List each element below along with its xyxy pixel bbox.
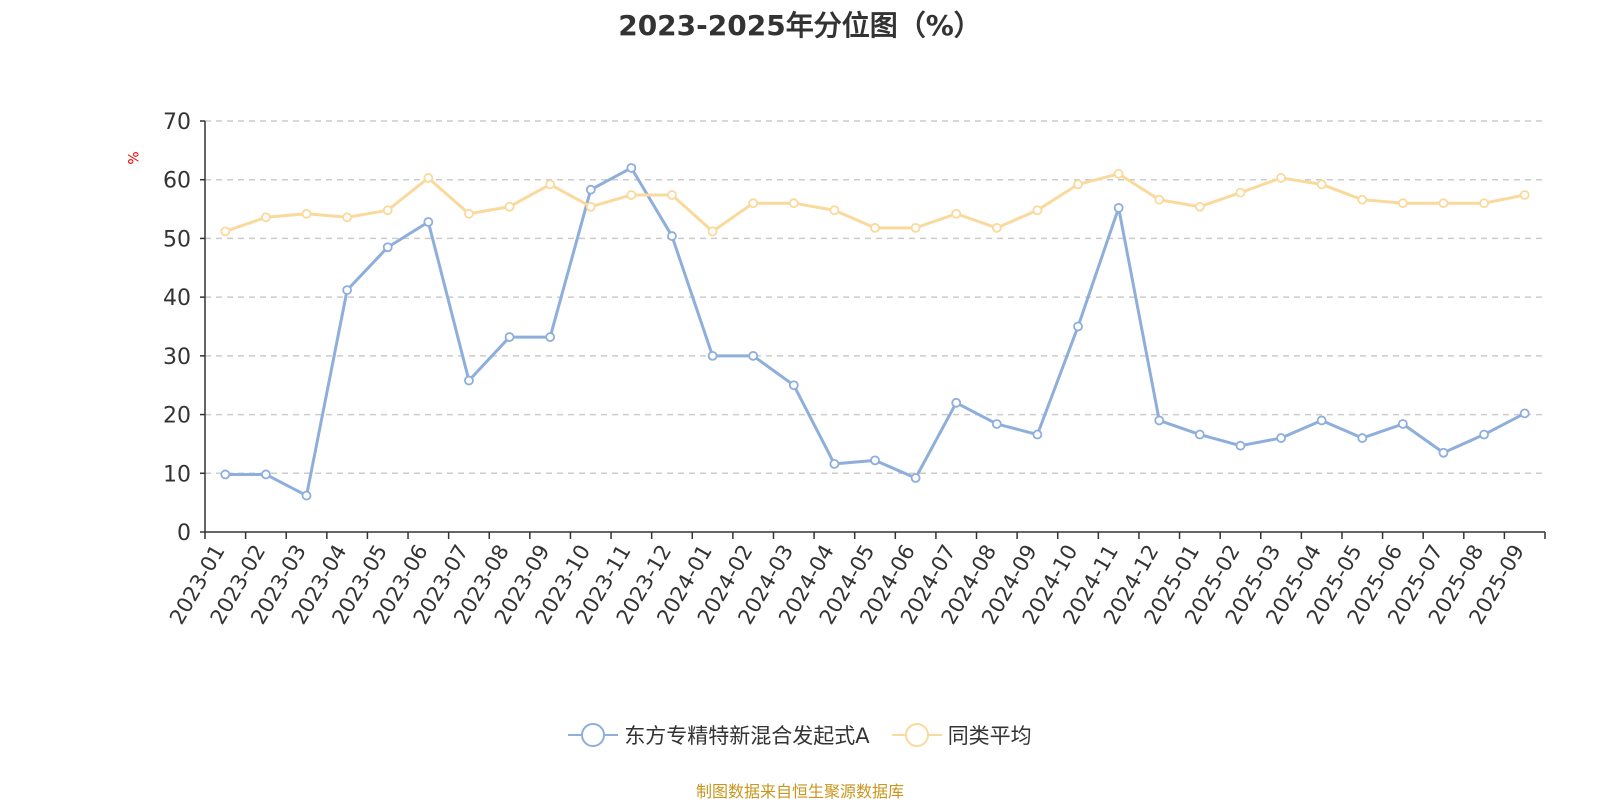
data-point[interactable] — [585, 201, 596, 212]
data-point[interactable] — [1316, 179, 1327, 190]
legend-label-series-1: 东方专精特新混合发起式A — [624, 724, 870, 748]
data-point[interactable] — [991, 222, 1002, 233]
data-point[interactable] — [464, 375, 474, 386]
data-point[interactable] — [261, 469, 271, 480]
legend-marker-series-2-icon — [891, 723, 942, 747]
data-point[interactable] — [504, 201, 515, 212]
legend-marker-series-1-icon — [568, 723, 619, 747]
series-line — [225, 166, 1526, 498]
data-point[interactable] — [504, 332, 515, 342]
data-point[interactable] — [707, 350, 718, 361]
grid-lines — [205, 120, 1545, 475]
data-point[interactable] — [301, 208, 312, 219]
series-line — [224, 172, 1525, 233]
data-point[interactable] — [1276, 173, 1286, 183]
data-source-note: 制图数据来自恒生聚源数据库 — [695, 782, 904, 801]
data-point[interactable] — [382, 205, 393, 216]
data-point[interactable] — [951, 208, 962, 219]
data-point[interactable] — [342, 212, 353, 223]
data-point[interactable] — [1194, 429, 1205, 440]
data-point[interactable] — [342, 285, 353, 295]
data-point[interactable] — [1235, 440, 1246, 451]
data-point[interactable] — [1479, 429, 1489, 440]
y-tick-label: 40 — [163, 286, 191, 311]
series-2 — [220, 168, 1530, 237]
data-point[interactable] — [1194, 201, 1205, 212]
line-chart: 0 10 20 30 40 50 60 70 2023-012023-022023-03202… — [163, 110, 1546, 628]
data-point[interactable] — [1032, 429, 1043, 440]
data-point[interactable] — [667, 231, 677, 241]
data-point[interactable] — [748, 198, 759, 209]
data-point[interactable] — [1276, 433, 1286, 443]
data-point[interactable] — [220, 469, 231, 480]
data-point[interactable] — [261, 212, 271, 223]
data-point[interactable] — [423, 173, 434, 183]
data-point[interactable] — [301, 490, 312, 501]
y-tick-label: 10 — [163, 462, 191, 487]
data-point[interactable] — [910, 222, 921, 233]
chart-title: 2023-2025年分位图（%） — [618, 9, 982, 42]
data-point[interactable] — [910, 473, 921, 483]
data-point[interactable] — [1519, 190, 1530, 200]
data-point[interactable] — [1235, 187, 1246, 198]
data-point[interactable] — [1397, 198, 1408, 209]
x-tick-labels: 2023-012023-022023-032023-042023-052023-… — [165, 540, 1529, 628]
y-tick-label: 50 — [163, 227, 191, 252]
data-point[interactable] — [951, 397, 962, 408]
y-tick-label: 20 — [163, 404, 191, 429]
data-point[interactable] — [626, 163, 637, 173]
data-point[interactable] — [423, 217, 434, 227]
data-point[interactable] — [1357, 433, 1368, 443]
data-point[interactable] — [1479, 198, 1489, 209]
data-point[interactable] — [1519, 408, 1530, 419]
y-axis-unit-label: % — [126, 151, 143, 165]
y-tick-label: 60 — [163, 169, 191, 194]
data-point[interactable] — [626, 190, 637, 200]
data-point[interactable] — [382, 242, 393, 253]
data-point[interactable] — [464, 208, 474, 219]
data-point[interactable] — [545, 332, 556, 342]
data-point[interactable] — [1113, 168, 1124, 179]
data-point[interactable] — [829, 458, 840, 469]
data-point[interactable] — [870, 222, 880, 233]
series-lines — [220, 163, 1530, 501]
data-point[interactable] — [1154, 194, 1165, 205]
data-point[interactable] — [1438, 198, 1449, 209]
data-point[interactable] — [1113, 202, 1124, 213]
legend-item-series-1[interactable]: 东方专精特新混合发起式A — [568, 720, 870, 750]
data-point[interactable] — [829, 205, 840, 216]
data-point[interactable] — [748, 350, 759, 361]
data-point[interactable] — [1397, 419, 1408, 429]
data-point[interactable] — [220, 226, 231, 237]
y-tick-label: 70 — [163, 110, 191, 135]
data-point[interactable] — [1154, 415, 1165, 426]
data-point[interactable] — [1032, 205, 1043, 216]
y-tick-label: 0 — [177, 521, 191, 546]
data-point[interactable] — [788, 198, 799, 209]
data-point[interactable] — [1316, 415, 1327, 426]
data-point[interactable] — [1073, 321, 1083, 332]
data-point[interactable] — [1438, 447, 1449, 458]
legend-label-series-2: 同类平均 — [947, 724, 1032, 748]
y-tick-label: 30 — [163, 345, 191, 370]
data-point[interactable] — [1073, 179, 1083, 190]
data-point[interactable] — [1357, 194, 1368, 205]
data-point[interactable] — [788, 380, 799, 391]
series-1 — [220, 163, 1530, 501]
legend-item-series-2[interactable]: 同类平均 — [891, 720, 1032, 750]
axes — [200, 120, 1546, 539]
data-point[interactable] — [667, 190, 677, 200]
data-point[interactable] — [991, 419, 1002, 429]
data-point[interactable] — [585, 184, 596, 195]
data-point[interactable] — [870, 455, 880, 466]
data-point[interactable] — [545, 179, 556, 190]
data-point[interactable] — [707, 226, 718, 237]
legend: 东方专精特新混合发起式A 同类平均 — [0, 720, 1600, 750]
y-tick-labels: 0 10 20 30 40 50 60 70 — [163, 110, 191, 546]
